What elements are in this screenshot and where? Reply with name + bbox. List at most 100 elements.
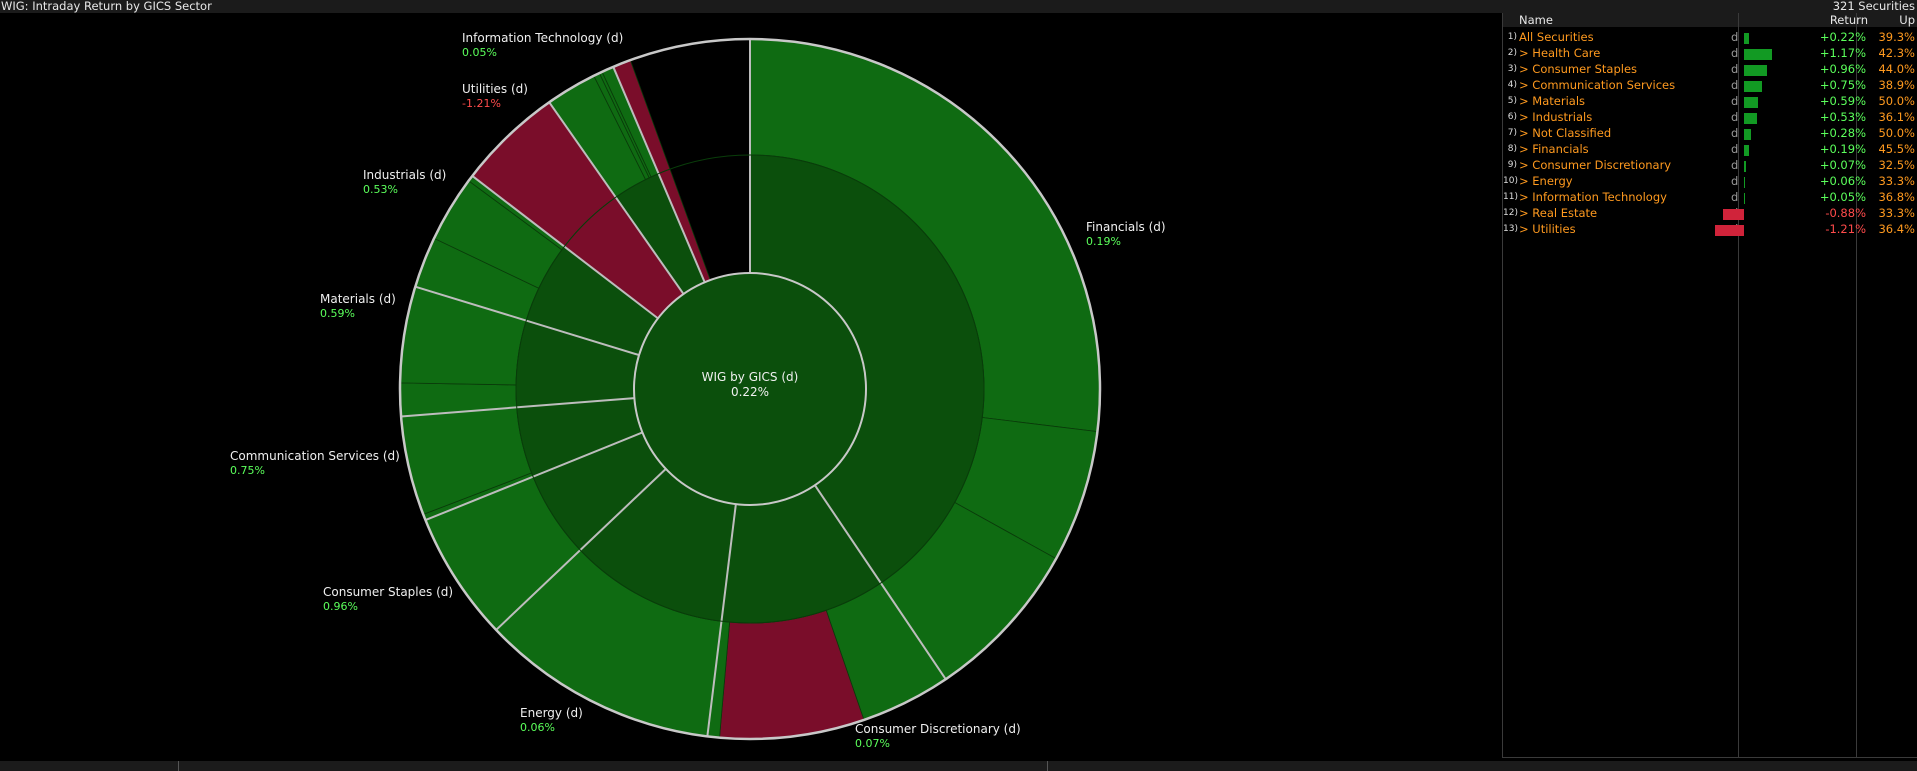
return-bar bbox=[1744, 33, 1750, 44]
row-flag: d bbox=[1731, 46, 1739, 60]
return-bar bbox=[1744, 129, 1751, 140]
row-return: +0.07% bbox=[1819, 158, 1866, 172]
status-divider bbox=[1047, 761, 1048, 771]
label-financials: Financials (d) bbox=[1086, 220, 1166, 234]
row-index: 7) bbox=[1507, 128, 1517, 138]
center-value: 0.22% bbox=[731, 385, 769, 399]
row-name[interactable]: > Energy bbox=[1519, 174, 1573, 188]
table-row[interactable]: 11) > Information Technology d +0.05% 36.8% bbox=[1503, 189, 1917, 205]
row-name[interactable]: All Securities bbox=[1519, 30, 1594, 44]
return-bar bbox=[1744, 49, 1773, 60]
row-flag: d bbox=[1731, 62, 1739, 76]
row-name[interactable]: > Consumer Discretionary bbox=[1519, 158, 1672, 172]
row-name[interactable]: > Real Estate bbox=[1519, 206, 1598, 220]
center-label: WIG by GICS (d) bbox=[702, 370, 799, 384]
table-row[interactable]: 1) All Securities d +0.22% 39.3% bbox=[1503, 29, 1917, 45]
return-bar bbox=[1714, 225, 1744, 236]
row-return: +0.06% bbox=[1819, 174, 1866, 188]
row-index: 4) bbox=[1507, 80, 1517, 90]
row-flag: d bbox=[1731, 126, 1739, 140]
sector-separator bbox=[401, 397, 635, 418]
table-row[interactable]: 4) > Communication Services d +0.75% 38.9% bbox=[1503, 77, 1917, 93]
row-up-pct: 32.5% bbox=[1878, 158, 1915, 172]
row-up-pct: 36.8% bbox=[1878, 190, 1915, 204]
header-return[interactable]: Return bbox=[1829, 13, 1868, 27]
return-bar bbox=[1744, 97, 1759, 108]
securities-count: 321 Securities bbox=[1832, 0, 1915, 13]
row-return: +0.22% bbox=[1819, 30, 1866, 44]
row-index: 10) bbox=[1503, 176, 1518, 186]
row-name[interactable]: > Industrials bbox=[1519, 110, 1593, 124]
value-utilities: -1.21% bbox=[462, 97, 501, 110]
row-return: -1.21% bbox=[1825, 222, 1866, 236]
table-row[interactable]: 7) > Not Classified d +0.28% 50.0% bbox=[1503, 125, 1917, 141]
sector-separator bbox=[495, 468, 667, 631]
row-index: 2) bbox=[1507, 48, 1517, 58]
sector-separator bbox=[706, 504, 737, 737]
sunburst-chart: WIG by GICS (d) 0.22% Financials (d) 0.1… bbox=[230, 31, 1166, 750]
row-return: +0.96% bbox=[1819, 62, 1866, 76]
ring-divider bbox=[515, 154, 985, 624]
row-up-pct: 39.3% bbox=[1878, 30, 1915, 44]
row-name[interactable]: > Health Care bbox=[1519, 46, 1601, 60]
row-up-pct: 36.4% bbox=[1878, 222, 1915, 236]
table-row[interactable]: 8) > Financials d +0.19% 45.5% bbox=[1503, 141, 1917, 157]
row-name[interactable]: > Information Technology bbox=[1519, 190, 1667, 204]
row-index: 9) bbox=[1507, 160, 1517, 170]
row-index: 11) bbox=[1503, 192, 1518, 202]
status-bar bbox=[0, 761, 1917, 771]
row-flag: d bbox=[1731, 142, 1739, 156]
table-row[interactable]: 10) > Energy d +0.06% 33.3% bbox=[1503, 173, 1917, 189]
row-up-pct: 33.3% bbox=[1878, 174, 1915, 188]
row-up-pct: 50.0% bbox=[1878, 126, 1915, 140]
table-row[interactable]: 12)> Real Estated-0.88%33.3% bbox=[1503, 205, 1917, 221]
value-communication-services: 0.75% bbox=[230, 464, 265, 477]
header-up[interactable]: Up bbox=[1899, 13, 1915, 27]
row-flag: d bbox=[1731, 158, 1739, 172]
value-information-technology: 0.05% bbox=[462, 46, 497, 59]
column-divider bbox=[1856, 13, 1857, 757]
row-return: +0.59% bbox=[1819, 94, 1866, 108]
value-consumer-staples: 0.96% bbox=[323, 600, 358, 613]
row-name[interactable]: > Materials bbox=[1519, 94, 1586, 108]
row-name[interactable]: > Consumer Staples bbox=[1519, 62, 1638, 76]
table-row[interactable]: 13)> Utilitiesd-1.21%36.4% bbox=[1503, 221, 1917, 237]
table-row[interactable]: 9) > Consumer Discretionary d +0.07% 32.5% bbox=[1503, 157, 1917, 173]
table-row[interactable]: 5) > Materials d +0.59% 50.0% bbox=[1503, 93, 1917, 109]
row-return: +0.53% bbox=[1819, 110, 1866, 124]
row-up-pct: 44.0% bbox=[1878, 62, 1915, 76]
header-name[interactable]: Name bbox=[1519, 13, 1553, 27]
row-flag: d bbox=[1731, 78, 1739, 92]
row-index: 1) bbox=[1507, 32, 1517, 42]
row-index: 5) bbox=[1507, 96, 1517, 106]
value-materials: 0.59% bbox=[320, 307, 355, 320]
table-row[interactable]: 3) > Consumer Staples d +0.96% 44.0% bbox=[1503, 61, 1917, 77]
label-utilities: Utilities (d) bbox=[462, 82, 528, 96]
row-return: -0.88% bbox=[1825, 206, 1866, 220]
row-flag: d bbox=[1731, 190, 1739, 204]
return-bar bbox=[1744, 161, 1746, 172]
row-up-pct: 33.3% bbox=[1878, 206, 1915, 220]
row-name[interactable]: > Communication Services bbox=[1519, 78, 1676, 92]
label-communication-services: Communication Services (d) bbox=[230, 449, 400, 463]
return-bar bbox=[1744, 145, 1749, 156]
table-row[interactable]: 2) > Health Care d +1.17% 42.3% bbox=[1503, 45, 1917, 61]
row-name[interactable]: > Not Classified bbox=[1519, 126, 1612, 140]
row-return: +0.19% bbox=[1819, 142, 1866, 156]
label-industrials: Industrials (d) bbox=[363, 168, 446, 182]
row-index: 12) bbox=[1503, 208, 1518, 218]
sunburst-chart-area: WIG by GICS (d) 0.22% Financials (d) 0.1… bbox=[0, 13, 1500, 761]
column-divider bbox=[1738, 13, 1739, 757]
row-index: 8) bbox=[1507, 144, 1517, 154]
return-bar bbox=[1744, 177, 1746, 188]
sector-table-panel: Name Return Up 1) All Securities d +0.22% 39… bbox=[1502, 13, 1917, 758]
row-name[interactable]: > Financials bbox=[1519, 142, 1589, 156]
table-row[interactable]: 6) > Industrials d +0.53% 36.1% bbox=[1503, 109, 1917, 125]
outer-border bbox=[398, 37, 1102, 741]
row-flag: d bbox=[1731, 94, 1739, 108]
center-disc[interactable] bbox=[633, 272, 867, 506]
row-name[interactable]: > Utilities bbox=[1519, 222, 1576, 236]
value-industrials: 0.53% bbox=[363, 183, 398, 196]
row-index: 6) bbox=[1507, 112, 1517, 122]
sector-separator bbox=[548, 101, 685, 295]
